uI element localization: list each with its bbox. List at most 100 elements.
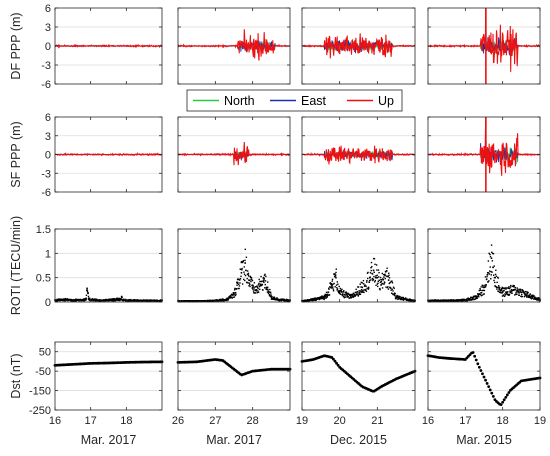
roti-point — [83, 298, 85, 300]
roti-point — [257, 287, 259, 290]
dst-point — [504, 395, 508, 399]
roti-point — [515, 291, 517, 294]
roti-point — [240, 261, 243, 263]
roti-point — [332, 288, 335, 290]
roti-point — [498, 291, 501, 294]
roti-point — [518, 288, 521, 291]
roti-point — [503, 287, 506, 290]
roti-point — [526, 296, 528, 298]
roti-point — [503, 295, 506, 297]
roti-point — [534, 297, 536, 299]
roti-point — [319, 297, 321, 299]
roti-point — [331, 280, 333, 282]
roti-point — [259, 285, 262, 287]
y-tick-label: -3 — [41, 168, 51, 180]
y-tick-label: 0 — [45, 150, 51, 162]
roti-point — [336, 281, 339, 283]
roti-point — [257, 291, 260, 293]
roti-point — [346, 294, 348, 296]
roti-point — [236, 284, 238, 286]
roti-point — [351, 293, 354, 296]
roti-point — [223, 300, 225, 302]
roti-point — [342, 293, 344, 295]
roti-point — [511, 292, 513, 294]
y-tick-label: -50 — [35, 366, 51, 378]
roti-point — [482, 289, 484, 292]
roti-point — [475, 297, 477, 300]
dst-point — [336, 363, 340, 367]
roti-point — [109, 299, 111, 302]
roti-point — [492, 253, 495, 255]
roti-point — [335, 274, 337, 276]
roti-point — [384, 273, 386, 276]
roti-point — [486, 274, 489, 276]
panel-dst-1: -250 -150 -50 50 16 17 18 Mar. 2017 — [29, 341, 164, 447]
roti-point — [230, 296, 233, 298]
roti-point — [358, 293, 361, 296]
roti-point — [378, 271, 380, 274]
roti-point — [386, 270, 388, 272]
roti-point — [91, 299, 93, 302]
roti-point — [382, 273, 385, 276]
roti-point — [304, 299, 306, 302]
roti-point — [505, 286, 507, 289]
axes-box — [177, 341, 291, 411]
roti-point — [250, 280, 252, 283]
roti-point — [470, 296, 472, 298]
roti-point — [396, 297, 398, 299]
roti-point — [265, 288, 267, 290]
roti-point — [397, 296, 400, 298]
roti-point — [83, 300, 85, 302]
roti-point — [120, 298, 122, 300]
roti-point — [487, 260, 490, 262]
x-axis-label: Dec. 2015 — [330, 433, 387, 447]
roti-point — [87, 292, 89, 295]
roti-point — [387, 288, 390, 290]
roti-point — [352, 296, 354, 299]
roti-point — [388, 282, 390, 285]
roti-point — [442, 299, 444, 301]
roti-point — [313, 298, 316, 300]
dst-point — [501, 400, 505, 404]
roti-point — [87, 298, 90, 300]
roti-point — [324, 297, 326, 299]
roti-point — [527, 291, 529, 294]
x-tick-label: 16 — [49, 415, 61, 427]
roti-point — [494, 276, 496, 279]
roti-point — [341, 293, 343, 296]
roti-point — [139, 299, 142, 302]
dst-point — [477, 365, 481, 369]
roti-point — [331, 278, 334, 281]
roti-point — [320, 297, 323, 300]
roti-point — [345, 291, 347, 293]
roti-point — [519, 291, 521, 293]
roti-point — [267, 281, 269, 283]
roti-point — [243, 271, 245, 273]
roti-point — [407, 298, 410, 301]
roti-point — [476, 297, 478, 300]
up-series-line — [54, 151, 163, 157]
dst-point — [476, 362, 480, 366]
roti-point — [365, 290, 368, 292]
roti-point — [359, 291, 361, 293]
roti-point — [481, 284, 483, 287]
roti-point — [240, 275, 242, 278]
x-tick-label: 18 — [497, 415, 509, 427]
roti-point — [524, 294, 526, 296]
axes-box — [54, 341, 163, 411]
roti-point — [391, 280, 393, 282]
roti-point — [373, 258, 376, 260]
roti-point — [104, 299, 106, 302]
roti-point — [537, 299, 540, 301]
roti-point — [263, 276, 265, 279]
roti-point — [85, 294, 88, 296]
roti-point — [494, 281, 496, 284]
roti-point — [211, 300, 213, 303]
roti-point — [498, 288, 500, 290]
roti-point — [383, 283, 385, 285]
roti-point — [149, 300, 152, 302]
roti-point — [402, 299, 405, 301]
roti-point — [241, 269, 243, 271]
dst-point — [485, 382, 489, 385]
